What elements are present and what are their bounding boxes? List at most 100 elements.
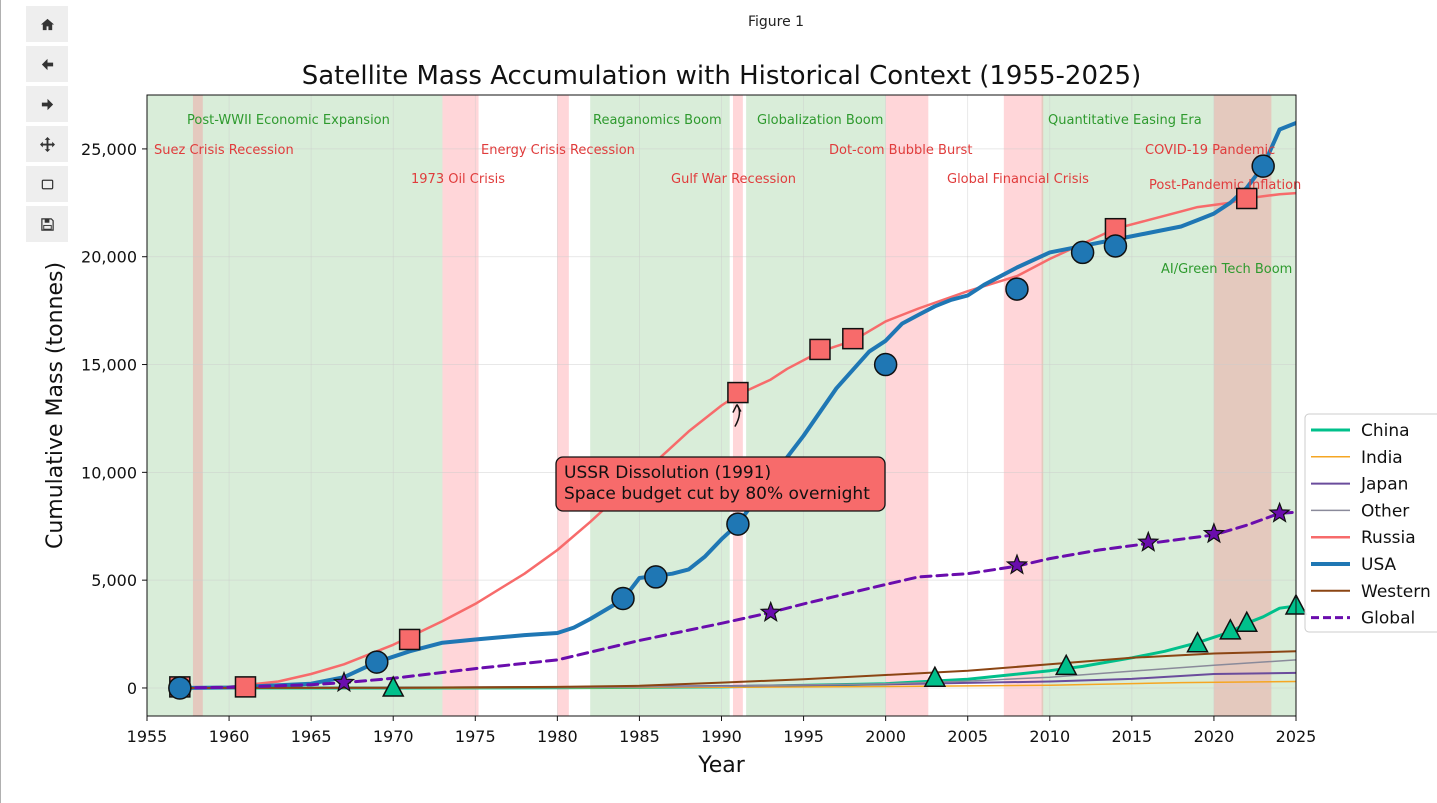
x-tick-label: 2010 xyxy=(1029,727,1070,746)
y-tick-label: 0 xyxy=(127,679,137,698)
recession-band-7 xyxy=(557,95,569,716)
x-tick-label: 1995 xyxy=(783,727,824,746)
y-tick-label: 10,000 xyxy=(81,463,137,482)
period-label-8: Gulf War Recession xyxy=(671,172,796,187)
period-label-5: Suez Crisis Recession xyxy=(154,143,294,158)
legend-label-japan: Japan xyxy=(1360,475,1408,495)
russia-marker xyxy=(727,381,749,404)
move-icon xyxy=(39,136,55,152)
usa-marker xyxy=(644,565,668,589)
x-tick-label: 1955 xyxy=(127,727,168,746)
usa-marker xyxy=(873,352,898,377)
x-tick-label: 1985 xyxy=(619,727,660,746)
save-icon xyxy=(40,217,54,231)
marker-layer xyxy=(168,154,1308,700)
recession-band-9 xyxy=(885,95,929,716)
china-marker xyxy=(381,675,405,697)
period-label-7: Energy Crisis Recession xyxy=(481,143,635,158)
chart-title: Satellite Mass Accumulation with Histori… xyxy=(302,61,1142,91)
series-line-usa xyxy=(177,121,1296,690)
x-tick-label: 2015 xyxy=(1111,727,1152,746)
annotation-text-line: USSR Dissolution (1991) xyxy=(564,463,771,483)
annotation-arrowhead xyxy=(732,404,742,413)
y-tick-label: 5,000 xyxy=(91,571,137,590)
global-marker xyxy=(1137,530,1160,552)
period-label-1: Reaganomics Boom xyxy=(593,113,722,128)
usa-marker xyxy=(1251,154,1275,178)
boom-period-band-1 xyxy=(590,95,730,716)
boom-period-band-0 xyxy=(147,95,443,716)
recession-band-10 xyxy=(1003,95,1044,716)
period-label-0: Post-WWII Economic Expansion xyxy=(187,113,390,128)
navigation-toolbar xyxy=(26,6,68,242)
usa-marker xyxy=(1103,234,1128,258)
x-tick-label: 1965 xyxy=(291,727,332,746)
global-marker xyxy=(759,600,782,622)
usa-marker xyxy=(611,586,635,611)
legend-label-india: India xyxy=(1361,448,1403,468)
period-label-9: Dot-com Bubble Burst xyxy=(829,143,972,158)
legend-label-global: Global xyxy=(1361,609,1415,629)
window-edge xyxy=(0,0,1,803)
period-label-11: COVID-19 Pandemic xyxy=(1145,143,1275,158)
y-tick-label: 20,000 xyxy=(81,248,137,267)
series-line-global xyxy=(178,510,1296,690)
china-marker xyxy=(1235,610,1259,633)
global-marker xyxy=(1202,522,1226,544)
china-marker xyxy=(1219,618,1242,640)
china-marker xyxy=(923,665,947,688)
recession-band-6 xyxy=(442,95,479,716)
russia-marker xyxy=(809,338,831,361)
usa-marker xyxy=(1005,277,1029,301)
legend: China India Japan Other Russia USA Western Glob… xyxy=(1304,413,1437,633)
recession-band-5 xyxy=(192,95,203,716)
period-label-4: AI/Green Tech Boom xyxy=(1161,262,1292,277)
y-tick-label: 15,000 xyxy=(81,356,137,375)
forward-button[interactable] xyxy=(26,86,68,122)
legend-label-western: Western xyxy=(1361,582,1431,602)
y-axis-label: Cumulative Mass (tonnes) xyxy=(43,262,68,549)
usa-marker xyxy=(365,650,389,674)
figure-label: Figure 1 xyxy=(747,14,805,30)
x-tick-label: 2020 xyxy=(1194,727,1235,746)
save-button[interactable] xyxy=(26,206,68,242)
legend-label-russia: Russia xyxy=(1361,528,1416,548)
x-tick-label: 2005 xyxy=(947,727,988,746)
arrow-right-icon xyxy=(41,98,53,110)
period-label-3: Quantitative Easing Era xyxy=(1048,113,1202,128)
plot-area xyxy=(147,95,1296,716)
pan-button[interactable] xyxy=(26,126,68,162)
back-button[interactable] xyxy=(26,46,68,82)
annotation-text-line: Space budget cut by 80% overnight xyxy=(564,484,870,504)
russia-marker xyxy=(398,628,421,651)
global-marker xyxy=(1268,501,1291,523)
y-tick-label: 25,000 xyxy=(81,140,137,159)
global-marker xyxy=(1005,553,1029,575)
zoom-rect-icon xyxy=(41,179,53,189)
series-line-russia xyxy=(178,191,1296,690)
legend-box xyxy=(1304,413,1437,633)
russia-marker xyxy=(842,327,864,350)
annotation-box xyxy=(555,456,886,512)
boom-period-band-3 xyxy=(1041,95,1214,716)
x-tick-label: 1990 xyxy=(701,727,742,746)
home-icon xyxy=(40,18,54,30)
x-axis-label: Year xyxy=(697,753,746,778)
series-line-western xyxy=(178,650,1296,689)
x-tick-label: 1975 xyxy=(455,727,496,746)
legend-label-china: China xyxy=(1361,421,1410,441)
x-tick-label: 1980 xyxy=(537,727,578,746)
usa-marker xyxy=(168,676,192,700)
zoom-button[interactable] xyxy=(26,166,68,202)
arrow-left-icon xyxy=(41,58,53,70)
home-button[interactable] xyxy=(26,6,68,42)
x-tick-label: 1970 xyxy=(373,727,414,746)
russia-marker xyxy=(234,676,257,698)
period-label-12: Post-Pandemic Inflation xyxy=(1149,178,1301,193)
usa-marker xyxy=(726,512,750,536)
period-label-6: 1973 Oil Crisis xyxy=(411,172,505,187)
china-marker xyxy=(1186,631,1209,653)
global-marker xyxy=(332,670,356,693)
legend-label-usa: USA xyxy=(1361,555,1397,575)
russia-marker xyxy=(1236,187,1258,210)
